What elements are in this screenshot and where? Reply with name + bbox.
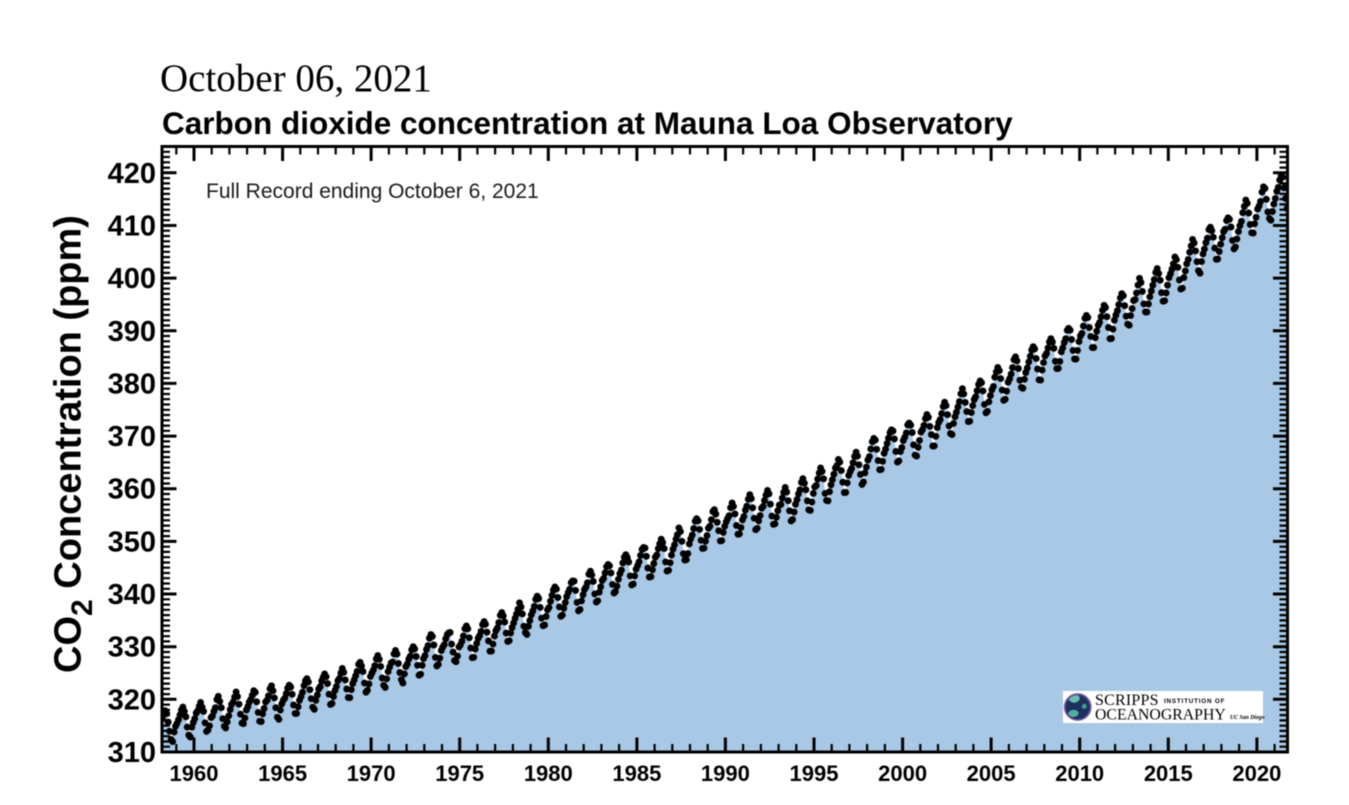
svg-text:2005: 2005 xyxy=(967,761,1016,786)
svg-text:350: 350 xyxy=(108,526,156,558)
svg-text:Carbon dioxide concentration a: Carbon dioxide concentration at Mauna Lo… xyxy=(162,105,1013,141)
svg-text:370: 370 xyxy=(108,421,156,453)
svg-text:SCRIPPS: SCRIPPS xyxy=(1095,692,1159,709)
svg-text:330: 330 xyxy=(108,632,156,664)
svg-text:2015: 2015 xyxy=(1144,761,1193,786)
svg-text:2000: 2000 xyxy=(878,761,927,786)
svg-text:INSTITUTION OF: INSTITUTION OF xyxy=(1164,698,1225,705)
svg-text:320: 320 xyxy=(108,684,156,716)
svg-text:1990: 1990 xyxy=(701,761,750,786)
svg-text:1980: 1980 xyxy=(524,761,573,786)
svg-text:390: 390 xyxy=(108,316,156,348)
svg-text:420: 420 xyxy=(108,158,156,190)
svg-text:1970: 1970 xyxy=(347,761,396,786)
svg-text:OCEANOGRAPHY: OCEANOGRAPHY xyxy=(1095,707,1226,724)
svg-text:October 06, 2021: October 06, 2021 xyxy=(160,57,432,100)
svg-text:1995: 1995 xyxy=(790,761,839,786)
svg-text:UC San Diego: UC San Diego xyxy=(1230,715,1265,721)
svg-text:2020: 2020 xyxy=(1232,761,1281,786)
svg-text:1960: 1960 xyxy=(170,761,219,786)
svg-text:360: 360 xyxy=(108,474,156,506)
svg-text:380: 380 xyxy=(108,368,156,400)
svg-text:310: 310 xyxy=(108,737,156,769)
svg-text:340: 340 xyxy=(108,579,156,611)
svg-text:400: 400 xyxy=(108,263,156,295)
svg-text:2010: 2010 xyxy=(1055,761,1104,786)
svg-text:410: 410 xyxy=(108,211,156,243)
svg-text:1975: 1975 xyxy=(435,761,484,786)
svg-text:1965: 1965 xyxy=(258,761,307,786)
svg-text:1985: 1985 xyxy=(612,761,661,786)
svg-text:Full Record ending October 6,: Full Record ending October 6, 2021 xyxy=(206,180,539,203)
